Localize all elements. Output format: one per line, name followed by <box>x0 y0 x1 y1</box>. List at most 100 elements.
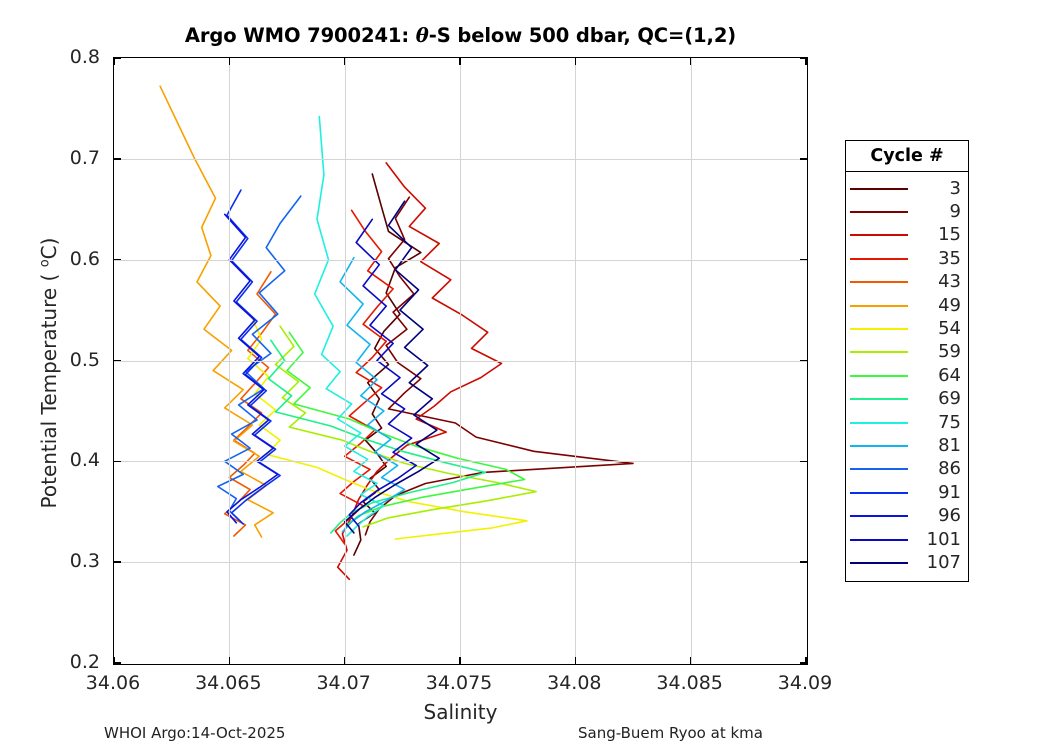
legend-item-label: 96 <box>938 505 961 527</box>
legend-item-cycle-15[interactable]: 15 <box>846 224 968 247</box>
x-tick-mark <box>228 58 231 65</box>
x-tick-mark <box>805 657 807 664</box>
legend-color-swatch <box>850 491 908 494</box>
legend-item-label: 101 <box>926 528 961 550</box>
profile-line-cycle-91 <box>226 189 281 525</box>
profile-line-cycle-81 <box>339 256 406 533</box>
chart-title-prefix: Argo WMO 7900241: <box>184 24 416 47</box>
legend-color-swatch <box>850 187 908 190</box>
x-tick-mark <box>459 657 461 664</box>
legend-color-swatch <box>850 351 908 354</box>
legend-item-cycle-69[interactable]: 69 <box>846 388 968 411</box>
x-tick-mark <box>689 657 692 664</box>
x-tick-mark <box>228 657 231 664</box>
y-axis-label-pre: Potential Temperature ( <box>37 267 61 509</box>
legend-item-label: 81 <box>938 434 961 456</box>
x-tick-mark <box>805 58 807 65</box>
legend-item-cycle-75[interactable]: 75 <box>846 411 968 434</box>
y-tick-mark <box>114 561 121 563</box>
theta-s-lines <box>159 85 634 581</box>
legend-entries: 3 9 15 35 43 49 54 59 64 69 75 81 86 91 96 101 107 <box>846 172 968 581</box>
x-tick-label: 34.075 <box>425 672 493 694</box>
x-tick-mark <box>343 58 346 65</box>
legend-item-label: 86 <box>938 458 961 480</box>
legend: Cycle # 3 9 15 35 43 49 54 59 64 69 75 81 86 91 96 101 1… <box>845 140 969 582</box>
x-tick-label: 34.09 <box>777 672 833 694</box>
legend-item-label: 15 <box>938 224 961 246</box>
x-tick-label: 34.085 <box>656 672 723 694</box>
y-tick-mark <box>800 662 807 664</box>
legend-title: Cycle # <box>846 141 968 172</box>
legend-item-cycle-86[interactable]: 86 <box>846 458 968 481</box>
profile-line-cycle-54 <box>247 317 528 540</box>
legend-item-cycle-49[interactable]: 49 <box>846 294 968 317</box>
chart-title-suffix: -S below 500 dbar, QC=(1,2) <box>428 24 737 47</box>
profile-line-cycle-96 <box>223 213 279 524</box>
y-tick-mark <box>800 460 807 463</box>
y-tick-mark <box>800 258 807 261</box>
chart-title: Argo WMO 7900241: θ-S below 500 dbar, QC… <box>113 24 808 47</box>
footer-left: WHOI Argo:14-Oct-2025 <box>104 724 286 742</box>
legend-item-cycle-3[interactable]: 3 <box>846 177 968 200</box>
legend-item-cycle-101[interactable]: 101 <box>846 528 968 551</box>
x-axis-label: Salinity <box>423 700 498 724</box>
legend-item-cycle-54[interactable]: 54 <box>846 317 968 340</box>
legend-color-swatch <box>850 374 908 377</box>
legend-color-swatch <box>850 468 908 471</box>
y-tick-mark <box>114 258 121 261</box>
legend-color-swatch <box>850 538 908 541</box>
legend-item-label: 75 <box>938 411 961 433</box>
y-tick-mark <box>800 158 807 160</box>
y-tick-mark <box>800 57 807 59</box>
y-tick-mark <box>114 662 121 664</box>
legend-item-cycle-59[interactable]: 59 <box>846 341 968 364</box>
legend-color-swatch <box>850 398 908 401</box>
x-tick-mark <box>689 58 692 65</box>
legend-item-cycle-107[interactable]: 107 <box>846 551 968 574</box>
profile-line-cycle-64 <box>286 331 526 526</box>
legend-color-swatch <box>850 421 908 424</box>
x-tick-mark <box>574 657 577 664</box>
x-tick-label: 34.06 <box>85 672 141 694</box>
gridline-horizontal <box>114 360 807 362</box>
legend-color-swatch <box>850 281 908 284</box>
profile-line-cycle-35 <box>334 209 394 545</box>
legend-item-label: 69 <box>938 388 961 410</box>
legend-color-swatch <box>850 444 908 447</box>
legend-item-cycle-43[interactable]: 43 <box>846 271 968 294</box>
legend-color-swatch <box>850 234 908 237</box>
x-tick-mark <box>113 657 115 664</box>
legend-item-label: 3 <box>949 177 961 199</box>
y-tick-label: 0.7 <box>69 146 100 169</box>
y-tick-mark <box>114 460 121 463</box>
profile-line-cycle-59 <box>274 325 537 528</box>
legend-item-cycle-91[interactable]: 91 <box>846 481 968 504</box>
legend-item-cycle-96[interactable]: 96 <box>846 504 968 527</box>
legend-item-cycle-81[interactable]: 81 <box>846 434 968 457</box>
y-axis-label: Potential Temperature ( oC) <box>37 178 61 568</box>
legend-item-cycle-35[interactable]: 35 <box>846 247 968 270</box>
legend-color-swatch <box>850 561 908 564</box>
profile-line-cycle-101 <box>348 218 418 527</box>
legend-item-label: 9 <box>949 201 961 223</box>
profile-line-cycle-107 <box>343 200 441 534</box>
legend-color-swatch <box>850 211 908 214</box>
profile-line-cycle-69 <box>267 339 487 534</box>
legend-item-cycle-9[interactable]: 9 <box>846 200 968 223</box>
plot-axes <box>113 57 808 665</box>
profile-line-cycle-75 <box>313 115 385 537</box>
gridline-horizontal <box>114 158 807 160</box>
legend-item-cycle-64[interactable]: 64 <box>846 364 968 387</box>
y-tick-label: 0.6 <box>69 247 100 270</box>
y-tick-label: 0.2 <box>69 651 100 673</box>
y-tick-label: 0.5 <box>69 348 100 371</box>
legend-color-swatch <box>850 328 908 331</box>
legend-item-label: 107 <box>926 551 961 573</box>
y-tick-mark <box>114 158 121 160</box>
y-axis-label-post: C) <box>37 237 61 260</box>
legend-item-label: 59 <box>938 341 961 363</box>
legend-color-swatch <box>850 257 908 260</box>
y-tick-mark <box>114 359 121 362</box>
x-tick-mark <box>113 58 115 65</box>
